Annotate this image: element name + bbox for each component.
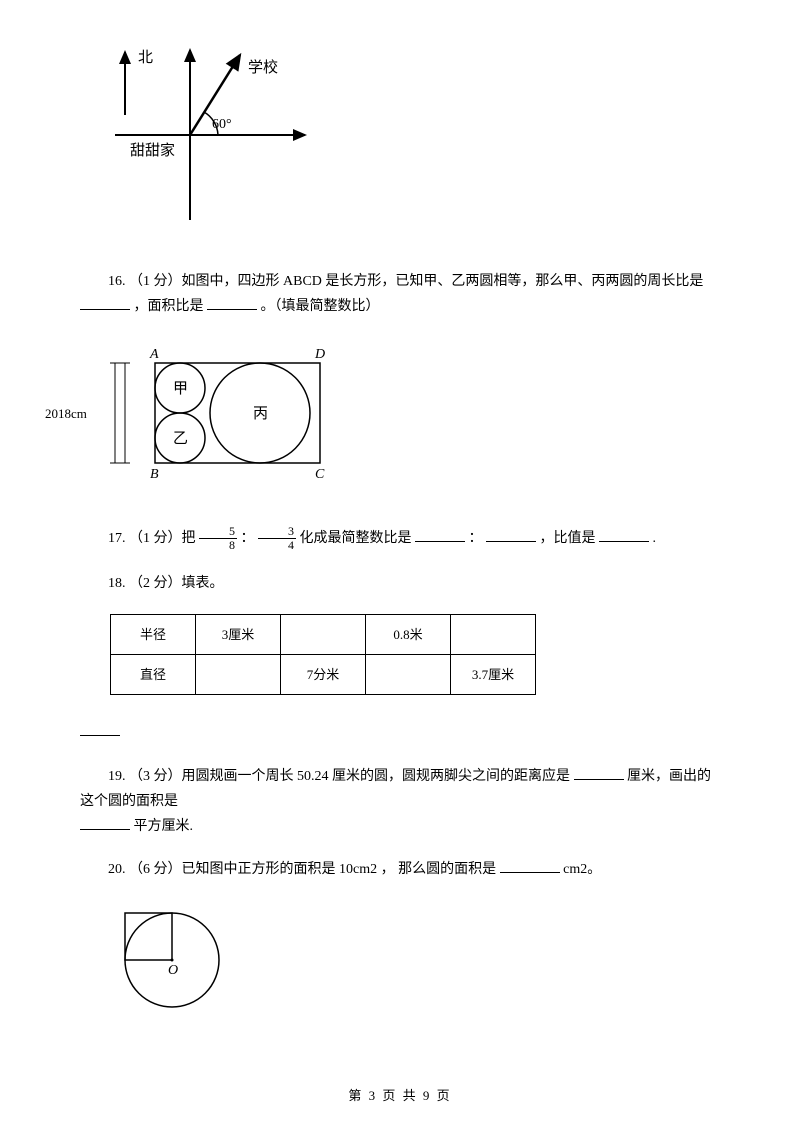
label-O: O — [168, 963, 178, 978]
frac1-num: 5 — [199, 525, 237, 539]
frac2-den: 4 — [258, 539, 296, 552]
question-18: 18. （2 分）填表。 — [80, 571, 720, 596]
table-row: 直径 7分米 3.7厘米 — [111, 655, 536, 695]
angle-label: 60° — [212, 117, 232, 132]
table-row: 半径 3厘米 0.8米 — [111, 614, 536, 654]
q20-blank — [500, 859, 560, 873]
q17-colon1: ： — [241, 531, 259, 546]
q19-blank1 — [574, 766, 624, 780]
cell: 半径 — [111, 614, 196, 654]
label-bing: 丙 — [253, 406, 268, 422]
home-label: 甜甜家 — [130, 142, 175, 159]
fraction-2: 3 4 — [258, 525, 296, 552]
stray-blank — [80, 722, 120, 736]
cell — [451, 614, 536, 654]
label-jia: 甲 — [173, 381, 188, 397]
cell: 0.8米 — [366, 614, 451, 654]
cell: 3.7厘米 — [451, 655, 536, 695]
q16-blank2 — [207, 296, 257, 310]
q17-mid2: ： — [469, 531, 483, 546]
label-B: B — [150, 467, 159, 482]
label-yi: 乙 — [173, 431, 188, 447]
q16-suffix: 。（填最简整数比） — [261, 299, 380, 314]
q18-text: 18. （2 分）填表。 — [108, 576, 224, 591]
q17-mid3: ，比值是 — [540, 531, 596, 546]
q20-prefix: 20. （6 分）已知图中正方形的面积是 10cm2 ， 那么圆的面积是 — [108, 862, 496, 877]
dim-label: 2018cm — [45, 402, 105, 425]
page-footer: 第 3 页 共 9 页 — [0, 1084, 800, 1107]
label-A: A — [149, 347, 159, 362]
question-16: 16. （1 分）如图中，四边形 ABCD 是长方形，已知甲、乙两圆相等，那么甲… — [80, 269, 720, 319]
q16-prefix: 16. （1 分）如图中，四边形 ABCD 是长方形，已知甲、乙两圆相等，那么甲… — [108, 274, 703, 289]
compass-diagram: 北 60° 学校 甜甜家 — [100, 40, 720, 239]
north-label: 北 — [138, 49, 153, 66]
cell: 直径 — [111, 655, 196, 695]
q17-blank2 — [486, 528, 536, 542]
question-19: 19. （3 分）用圆规画一个周长 50.24 厘米的圆，圆规两脚尖之间的距离应… — [80, 764, 720, 840]
circle-square-diagram: O — [110, 900, 720, 1024]
frac2-num: 3 — [258, 525, 296, 539]
rect-circles-diagram: A D B C 甲 乙 丙 2018cm — [100, 338, 720, 521]
q17-mid1: 化成最简整数比是 — [300, 531, 412, 546]
footer-text: 第 3 页 共 9 页 — [348, 1088, 451, 1103]
q20-suffix: cm2。 — [563, 862, 601, 877]
question-20: 20. （6 分）已知图中正方形的面积是 10cm2 ， 那么圆的面积是 cm2… — [80, 857, 720, 882]
school-label: 学校 — [248, 59, 278, 76]
q19-blank2 — [80, 816, 130, 830]
frac1-den: 8 — [199, 539, 237, 552]
q16-mid: ，面积比是 — [134, 299, 204, 314]
q16-blank1 — [80, 296, 130, 310]
fraction-1: 5 8 — [199, 525, 237, 552]
q17-suffix: . — [653, 531, 657, 546]
label-D: D — [314, 347, 325, 362]
question-17: 17. （1 分）把 5 8 ： 3 4 化成最简整数比是 ： ，比值是 . — [80, 525, 720, 552]
q17-blank1 — [415, 528, 465, 542]
cell: 3厘米 — [196, 614, 281, 654]
label-C: C — [315, 467, 325, 482]
q17-blank3 — [599, 528, 649, 542]
q19-suffix: 平方厘米. — [134, 819, 194, 834]
cell — [281, 614, 366, 654]
cell — [366, 655, 451, 695]
q17-prefix: 17. （1 分）把 — [108, 531, 199, 546]
cell — [196, 655, 281, 695]
q19-prefix: 19. （3 分）用圆规画一个周长 50.24 厘米的圆，圆规两脚尖之间的距离应… — [108, 769, 570, 784]
radius-diameter-table: 半径 3厘米 0.8米 直径 7分米 3.7厘米 — [110, 614, 536, 696]
blank-line — [80, 720, 720, 745]
cell: 7分米 — [281, 655, 366, 695]
